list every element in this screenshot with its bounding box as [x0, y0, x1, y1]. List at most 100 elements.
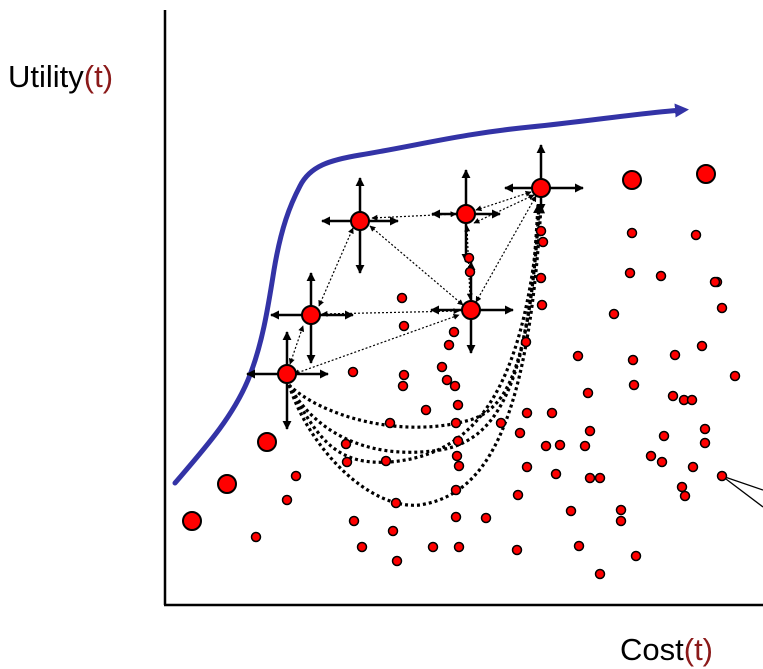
scatter-dot	[584, 425, 596, 437]
scatter-dot	[512, 489, 524, 501]
scatter-dot	[716, 470, 728, 482]
scatter-dot	[655, 270, 667, 282]
scatter-dot	[281, 494, 293, 506]
frontier-dot	[622, 170, 642, 190]
scatter-dot	[594, 472, 606, 484]
main-node	[321, 177, 399, 274]
scatter-dot	[436, 361, 448, 373]
scatter-dot	[536, 299, 548, 311]
scatter-dot	[451, 450, 463, 462]
frontier-dot	[257, 432, 277, 452]
edge	[288, 325, 305, 365]
scatter-dot	[464, 266, 476, 278]
scatter-dot	[450, 511, 462, 523]
scatter-dot	[628, 379, 640, 391]
scatter-dot	[290, 470, 302, 482]
scatter-dot	[452, 399, 464, 411]
scatter-dot	[452, 435, 464, 447]
scatter-dot	[463, 252, 475, 264]
y-axis-title: Utility(t)	[8, 59, 113, 94]
scatter-dot	[624, 267, 636, 279]
x-axis-title: Cost(t)	[620, 632, 713, 667]
scatter-dot	[511, 544, 523, 556]
scatter-dot	[380, 455, 392, 467]
scatter-dot	[572, 350, 584, 362]
leader-lines	[721, 475, 763, 508]
edge	[473, 194, 535, 224]
edge	[369, 225, 464, 306]
scatter-dot	[340, 438, 352, 450]
scatter-dot	[450, 484, 462, 496]
scatter-dot	[584, 472, 596, 484]
scatter-dot	[582, 387, 594, 399]
main-node	[504, 144, 584, 213]
scatter-dot	[427, 541, 439, 553]
scatter-dot	[669, 349, 681, 361]
edge	[321, 308, 460, 317]
scatter-dot	[250, 531, 262, 543]
dotted-path	[287, 204, 544, 454]
scatter-dot	[573, 540, 585, 552]
scatter-dot	[453, 541, 465, 553]
scatter-dot	[699, 437, 711, 449]
scatter-dot	[450, 417, 462, 429]
scatter-dot	[709, 276, 721, 288]
scatter-dot	[615, 515, 627, 527]
scatter-dot	[690, 229, 702, 241]
scatter-dot	[540, 440, 552, 452]
scatter-dot	[630, 550, 642, 562]
scatter-dot	[391, 555, 403, 567]
scatter-dot	[387, 525, 399, 537]
dotted-path	[287, 204, 546, 507]
scatter-dot	[550, 468, 562, 480]
main-node	[246, 331, 329, 430]
scatter-dot	[729, 370, 741, 382]
axes	[163, 10, 763, 607]
scatter-dot	[627, 354, 639, 366]
scatter-dot	[565, 505, 577, 517]
scatter-dot	[686, 394, 698, 406]
scattered-dots	[250, 225, 741, 580]
edge	[475, 195, 537, 303]
scatter-dot	[626, 227, 638, 239]
frontier-dot	[217, 474, 237, 494]
scatter-dot	[579, 440, 591, 452]
scatter-dot	[658, 430, 670, 442]
frontier-dot	[696, 164, 716, 184]
scatter-dot	[356, 541, 368, 553]
scatter-dot	[696, 340, 708, 352]
scatter-dot	[679, 490, 691, 502]
scatter-dot	[537, 236, 549, 248]
edge	[293, 313, 460, 376]
scatter-dot	[448, 326, 460, 338]
scatter-dot	[699, 423, 711, 435]
dotted-path	[287, 204, 544, 464]
scatter-dot	[520, 336, 532, 348]
scatter-dot	[656, 456, 668, 468]
scatter-dot	[594, 568, 606, 580]
scatter-dot	[449, 380, 461, 392]
scatter-dot	[398, 320, 410, 332]
x-axis-title-variable: (t)	[684, 632, 713, 667]
scatter-dot	[397, 380, 409, 392]
scatter-dot	[480, 512, 492, 524]
scatter-dot	[398, 369, 410, 381]
scatter-dot	[676, 481, 688, 493]
dotted-paths	[287, 204, 546, 507]
frontier-dot	[182, 511, 202, 531]
network-edges	[288, 190, 537, 376]
utility-frontier-curve	[172, 103, 689, 486]
scatter-dot	[645, 450, 657, 462]
y-axis-title-text: Utility	[8, 59, 84, 94]
scatter-dot	[608, 308, 620, 320]
scatter-dot	[554, 439, 566, 451]
scatter-dot	[687, 461, 699, 473]
scatter-dot	[716, 302, 728, 314]
scatter-dot	[384, 417, 396, 429]
edge	[475, 190, 532, 212]
scatter-dot	[535, 272, 547, 284]
scatter-dot	[615, 504, 627, 516]
scatter-dot	[441, 374, 453, 386]
scatter-dot	[341, 456, 353, 468]
